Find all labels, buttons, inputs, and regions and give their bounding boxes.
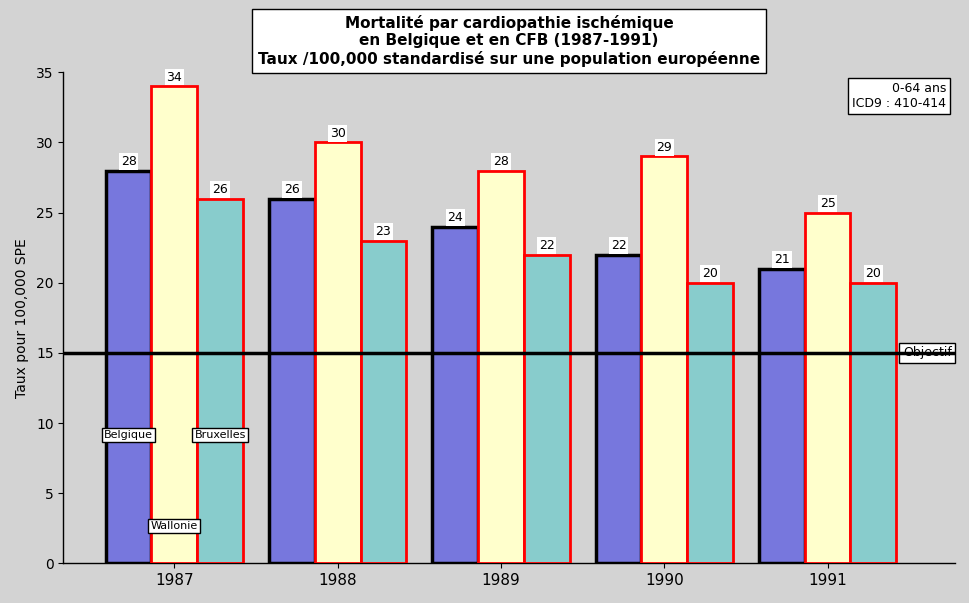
Text: 26: 26: [284, 183, 299, 196]
Text: 29: 29: [656, 140, 672, 154]
Text: Belgique: Belgique: [104, 430, 153, 440]
Bar: [478, 171, 523, 563]
Text: 25: 25: [819, 197, 834, 210]
Text: 24: 24: [447, 211, 462, 224]
Bar: [850, 283, 895, 563]
Text: 23: 23: [375, 225, 391, 238]
Bar: [268, 198, 315, 563]
Bar: [686, 283, 733, 563]
Text: 20: 20: [702, 267, 717, 280]
Bar: [432, 227, 478, 563]
Text: 22: 22: [610, 239, 626, 252]
Y-axis label: Taux pour 100,000 SPE: Taux pour 100,000 SPE: [15, 238, 29, 398]
Text: 21: 21: [773, 253, 789, 266]
Text: 26: 26: [212, 183, 228, 196]
Bar: [758, 269, 804, 563]
Title: Mortalité par cardiopathie ischémique
en Belgique et en CFB (1987-1991)
Taux /10: Mortalité par cardiopathie ischémique en…: [258, 15, 760, 67]
Text: Objectif: Objectif: [902, 346, 951, 359]
Bar: [641, 157, 686, 563]
Bar: [595, 254, 641, 563]
Text: 28: 28: [492, 155, 509, 168]
Text: Wallonie: Wallonie: [150, 521, 198, 531]
Bar: [804, 213, 850, 563]
Text: 28: 28: [120, 155, 137, 168]
Bar: [360, 241, 406, 563]
Text: 34: 34: [167, 71, 182, 84]
Bar: [106, 171, 151, 563]
Text: 20: 20: [864, 267, 881, 280]
Bar: [151, 86, 197, 563]
Text: 30: 30: [329, 127, 345, 140]
Text: 0-64 ans
ICD9 : 410-414: 0-64 ans ICD9 : 410-414: [851, 82, 945, 110]
Text: Bruxelles: Bruxelles: [194, 430, 245, 440]
Bar: [197, 198, 242, 563]
Bar: [523, 254, 569, 563]
Text: 22: 22: [538, 239, 554, 252]
Bar: [315, 142, 360, 563]
